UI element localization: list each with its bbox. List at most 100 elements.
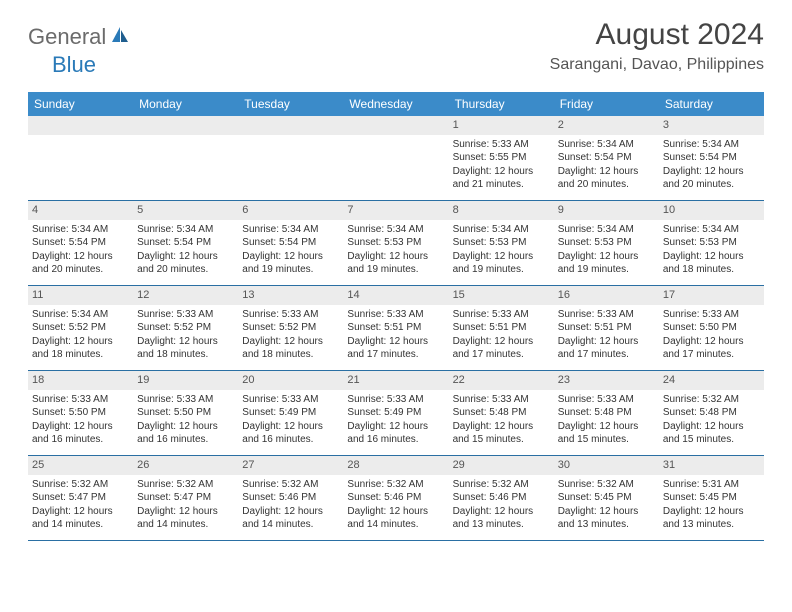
day-number: 19 <box>133 371 238 390</box>
sunset-text: Sunset: 5:47 PM <box>32 491 129 505</box>
day-cell: 5Sunrise: 5:34 AMSunset: 5:54 PMDaylight… <box>133 201 238 285</box>
daylight-text: Daylight: 12 hours and 16 minutes. <box>137 420 234 447</box>
sunset-text: Sunset: 5:54 PM <box>137 236 234 250</box>
sunrise-text: Sunrise: 5:34 AM <box>558 138 655 152</box>
sunrise-text: Sunrise: 5:33 AM <box>32 393 129 407</box>
day-cell <box>343 116 448 200</box>
day-cell: 19Sunrise: 5:33 AMSunset: 5:50 PMDayligh… <box>133 371 238 455</box>
daylight-text: Daylight: 12 hours and 15 minutes. <box>558 420 655 447</box>
day-number: 6 <box>238 201 343 220</box>
sunrise-text: Sunrise: 5:33 AM <box>137 308 234 322</box>
sunset-text: Sunset: 5:46 PM <box>347 491 444 505</box>
logo-text-blue: Blue <box>52 52 96 77</box>
daylight-text: Daylight: 12 hours and 18 minutes. <box>137 335 234 362</box>
week-row: 18Sunrise: 5:33 AMSunset: 5:50 PMDayligh… <box>28 371 764 456</box>
daylight-text: Daylight: 12 hours and 17 minutes. <box>558 335 655 362</box>
day-header-sun: Sunday <box>28 92 133 116</box>
sunset-text: Sunset: 5:52 PM <box>32 321 129 335</box>
day-cell: 3Sunrise: 5:34 AMSunset: 5:54 PMDaylight… <box>659 116 764 200</box>
day-cell: 16Sunrise: 5:33 AMSunset: 5:51 PMDayligh… <box>554 286 659 370</box>
day-cell: 25Sunrise: 5:32 AMSunset: 5:47 PMDayligh… <box>28 456 133 540</box>
sunset-text: Sunset: 5:50 PM <box>32 406 129 420</box>
day-cell: 12Sunrise: 5:33 AMSunset: 5:52 PMDayligh… <box>133 286 238 370</box>
sunset-text: Sunset: 5:54 PM <box>32 236 129 250</box>
day-cell: 7Sunrise: 5:34 AMSunset: 5:53 PMDaylight… <box>343 201 448 285</box>
week-row: 4Sunrise: 5:34 AMSunset: 5:54 PMDaylight… <box>28 201 764 286</box>
daylight-text: Daylight: 12 hours and 21 minutes. <box>453 165 550 192</box>
week-row: 25Sunrise: 5:32 AMSunset: 5:47 PMDayligh… <box>28 456 764 541</box>
week-row: 1Sunrise: 5:33 AMSunset: 5:55 PMDaylight… <box>28 116 764 201</box>
day-cell: 23Sunrise: 5:33 AMSunset: 5:48 PMDayligh… <box>554 371 659 455</box>
sunrise-text: Sunrise: 5:33 AM <box>137 393 234 407</box>
sail-icon <box>110 25 130 50</box>
day-cell: 24Sunrise: 5:32 AMSunset: 5:48 PMDayligh… <box>659 371 764 455</box>
day-number: 29 <box>449 456 554 475</box>
daylight-text: Daylight: 12 hours and 17 minutes. <box>347 335 444 362</box>
sunset-text: Sunset: 5:46 PM <box>453 491 550 505</box>
sunrise-text: Sunrise: 5:32 AM <box>453 478 550 492</box>
sunset-text: Sunset: 5:50 PM <box>663 321 760 335</box>
day-number: 2 <box>554 116 659 135</box>
day-cell <box>133 116 238 200</box>
sunrise-text: Sunrise: 5:33 AM <box>663 308 760 322</box>
day-number: 13 <box>238 286 343 305</box>
day-cell: 2Sunrise: 5:34 AMSunset: 5:54 PMDaylight… <box>554 116 659 200</box>
day-number: 24 <box>659 371 764 390</box>
sunset-text: Sunset: 5:51 PM <box>347 321 444 335</box>
day-cell: 4Sunrise: 5:34 AMSunset: 5:54 PMDaylight… <box>28 201 133 285</box>
day-cell: 11Sunrise: 5:34 AMSunset: 5:52 PMDayligh… <box>28 286 133 370</box>
sunset-text: Sunset: 5:51 PM <box>453 321 550 335</box>
daylight-text: Daylight: 12 hours and 15 minutes. <box>453 420 550 447</box>
daylight-text: Daylight: 12 hours and 17 minutes. <box>663 335 760 362</box>
daylight-text: Daylight: 12 hours and 14 minutes. <box>32 505 129 532</box>
location-text: Sarangani, Davao, Philippines <box>550 56 764 74</box>
sunset-text: Sunset: 5:52 PM <box>137 321 234 335</box>
daylight-text: Daylight: 12 hours and 16 minutes. <box>347 420 444 447</box>
sunset-text: Sunset: 5:48 PM <box>453 406 550 420</box>
day-number: 25 <box>28 456 133 475</box>
day-cell: 14Sunrise: 5:33 AMSunset: 5:51 PMDayligh… <box>343 286 448 370</box>
sunset-text: Sunset: 5:45 PM <box>558 491 655 505</box>
sunset-text: Sunset: 5:49 PM <box>347 406 444 420</box>
day-number <box>238 116 343 135</box>
day-cell: 9Sunrise: 5:34 AMSunset: 5:53 PMDaylight… <box>554 201 659 285</box>
daylight-text: Daylight: 12 hours and 20 minutes. <box>663 165 760 192</box>
day-number: 8 <box>449 201 554 220</box>
day-number: 23 <box>554 371 659 390</box>
daylight-text: Daylight: 12 hours and 20 minutes. <box>32 250 129 277</box>
sunset-text: Sunset: 5:54 PM <box>242 236 339 250</box>
day-cell: 1Sunrise: 5:33 AMSunset: 5:55 PMDaylight… <box>449 116 554 200</box>
day-cell: 18Sunrise: 5:33 AMSunset: 5:50 PMDayligh… <box>28 371 133 455</box>
sunset-text: Sunset: 5:54 PM <box>558 151 655 165</box>
day-cell: 15Sunrise: 5:33 AMSunset: 5:51 PMDayligh… <box>449 286 554 370</box>
day-number <box>28 116 133 135</box>
day-header-wed: Wednesday <box>343 92 448 116</box>
day-number: 1 <box>449 116 554 135</box>
day-number: 15 <box>449 286 554 305</box>
sunset-text: Sunset: 5:49 PM <box>242 406 339 420</box>
sunset-text: Sunset: 5:51 PM <box>558 321 655 335</box>
day-number: 11 <box>28 286 133 305</box>
sunset-text: Sunset: 5:46 PM <box>242 491 339 505</box>
daylight-text: Daylight: 12 hours and 16 minutes. <box>32 420 129 447</box>
day-header-mon: Monday <box>133 92 238 116</box>
daylight-text: Daylight: 12 hours and 20 minutes. <box>137 250 234 277</box>
sunrise-text: Sunrise: 5:33 AM <box>347 308 444 322</box>
sunrise-text: Sunrise: 5:33 AM <box>558 393 655 407</box>
sunrise-text: Sunrise: 5:33 AM <box>242 308 339 322</box>
title-block: August 2024 Sarangani, Davao, Philippine… <box>550 18 764 74</box>
day-cell: 28Sunrise: 5:32 AMSunset: 5:46 PMDayligh… <box>343 456 448 540</box>
sunrise-text: Sunrise: 5:32 AM <box>242 478 339 492</box>
daylight-text: Daylight: 12 hours and 14 minutes. <box>347 505 444 532</box>
sunset-text: Sunset: 5:53 PM <box>558 236 655 250</box>
daylight-text: Daylight: 12 hours and 14 minutes. <box>137 505 234 532</box>
day-number: 10 <box>659 201 764 220</box>
daylight-text: Daylight: 12 hours and 13 minutes. <box>663 505 760 532</box>
day-cell: 30Sunrise: 5:32 AMSunset: 5:45 PMDayligh… <box>554 456 659 540</box>
sunrise-text: Sunrise: 5:33 AM <box>242 393 339 407</box>
day-number: 5 <box>133 201 238 220</box>
day-cell: 31Sunrise: 5:31 AMSunset: 5:45 PMDayligh… <box>659 456 764 540</box>
day-number: 9 <box>554 201 659 220</box>
week-row: 11Sunrise: 5:34 AMSunset: 5:52 PMDayligh… <box>28 286 764 371</box>
daylight-text: Daylight: 12 hours and 19 minutes. <box>242 250 339 277</box>
